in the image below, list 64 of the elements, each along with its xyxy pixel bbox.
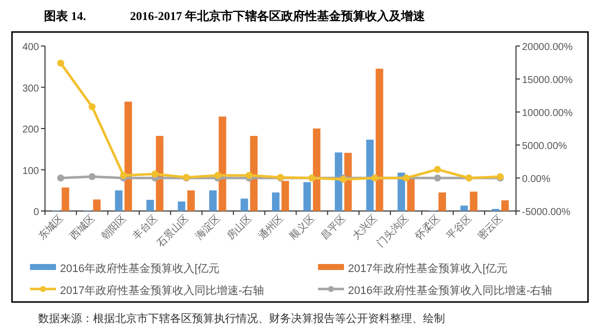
y-tick-label: 0 <box>33 207 40 218</box>
bar <box>460 206 468 211</box>
x-tick-label: 怀柔区 <box>412 212 443 244</box>
point <box>88 173 96 180</box>
y2-tick-label: 5000.00% <box>522 141 568 152</box>
bar <box>312 128 320 211</box>
point <box>88 103 96 110</box>
bar <box>62 187 70 211</box>
bar <box>501 200 509 211</box>
y2-tick-label: -5000.00% <box>522 207 570 218</box>
point <box>57 60 64 67</box>
x-tick-label: 房山区 <box>224 212 254 242</box>
x-tick-label: 海淀区 <box>193 212 223 242</box>
legend-label: 2016年政府性基金预算收入[亿元 <box>60 262 220 275</box>
bar <box>398 172 406 211</box>
legend-label: 2017年政府性基金预算收入同比增速-右轴 <box>60 284 264 297</box>
y-tick-label: 200 <box>22 124 40 136</box>
x-tick-label: 密云区 <box>476 212 506 242</box>
x-tick-label: 通州区 <box>256 212 286 242</box>
bar <box>470 192 478 211</box>
bar <box>178 202 186 211</box>
x-tick-label: 西城区 <box>68 212 98 242</box>
bar <box>344 152 352 211</box>
point <box>434 166 441 173</box>
legend-label: 2017年政府性基金预算收入[亿元 <box>348 262 508 275</box>
y2-tick-label: 20000.00% <box>522 42 573 53</box>
bar <box>156 136 164 211</box>
bar <box>407 177 415 211</box>
bar <box>303 182 311 211</box>
point <box>57 174 64 182</box>
x-tick-label: 顺义区 <box>287 212 318 242</box>
bar <box>93 199 101 211</box>
bar <box>218 116 226 211</box>
chart-title: 2016-2017 年北京市下辖各区政府性基金预算收入及增速 <box>130 9 426 23</box>
x-tick-label: 昌平区 <box>319 213 348 242</box>
y-tick-label: 400 <box>22 42 40 53</box>
bar <box>282 180 289 211</box>
point <box>434 174 441 182</box>
bar <box>272 192 280 211</box>
x-tick-label: 朝阳区 <box>98 212 129 242</box>
point <box>214 172 222 179</box>
bar <box>209 190 217 211</box>
point <box>246 172 253 179</box>
y2-tick-label: 15000.00% <box>522 75 573 86</box>
legend-label: 2016年政府性基金预算收入同比增速-右轴 <box>348 284 552 297</box>
bar <box>334 152 342 211</box>
bar <box>187 190 195 211</box>
bar <box>438 192 446 211</box>
point <box>120 172 127 179</box>
y-tick-label: 300 <box>22 83 40 94</box>
bar <box>366 140 374 211</box>
x-tick-label: 平谷区 <box>444 212 474 242</box>
bar <box>240 198 248 211</box>
y-tick-label: 100 <box>22 166 40 177</box>
bar <box>250 136 258 211</box>
bar <box>146 200 154 211</box>
chart-subtitle: 图表 14. <box>44 9 86 23</box>
point <box>151 170 158 178</box>
y2-tick-label: 10000.00% <box>522 108 573 119</box>
bar <box>376 68 384 211</box>
y2-tick-label: 0.00% <box>522 174 550 185</box>
bar <box>124 102 132 211</box>
source-note: 数据来源：根据北京市下辖各区预算执行情况、财务决算报告等公开资料整理、绘制 <box>38 312 445 325</box>
bar <box>115 190 122 211</box>
